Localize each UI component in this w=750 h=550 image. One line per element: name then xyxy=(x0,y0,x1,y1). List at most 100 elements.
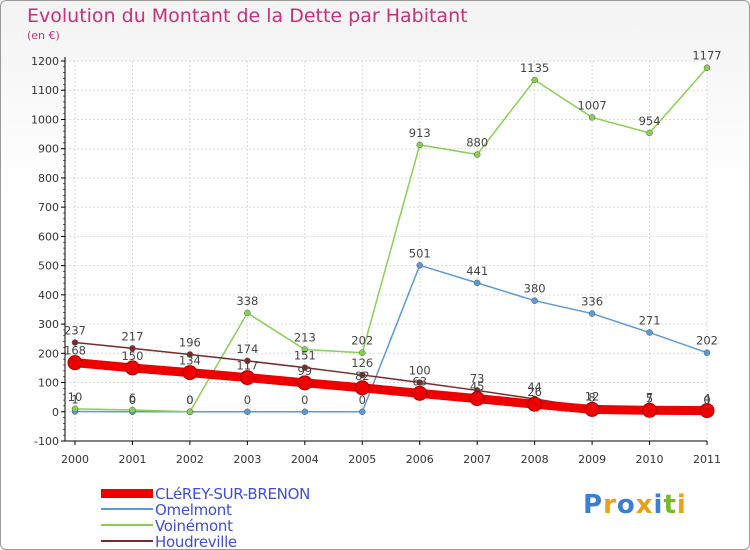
data-point xyxy=(244,408,251,416)
data-point xyxy=(646,329,653,336)
chart-title: Evolution du Montant de la Dette par Hab… xyxy=(27,5,468,27)
data-point xyxy=(301,346,309,353)
data-point xyxy=(129,345,136,352)
data-label: 134 xyxy=(179,354,201,368)
data-label: 0 xyxy=(301,393,308,407)
data-label: 0 xyxy=(703,393,710,407)
data-point xyxy=(186,408,194,416)
data-label: 338 xyxy=(236,294,258,308)
data-label: 217 xyxy=(121,329,143,343)
y-tick-label: 0 xyxy=(52,406,59,419)
data-label: 954 xyxy=(639,114,661,128)
data-label: 380 xyxy=(524,282,546,296)
logo-letter: i xyxy=(676,490,687,520)
data-point xyxy=(124,360,140,376)
series-line-2 xyxy=(74,66,708,413)
data-label: 4 xyxy=(703,392,710,406)
data-label: 0 xyxy=(359,393,366,407)
data-point xyxy=(239,370,255,386)
data-label: 213 xyxy=(294,331,316,345)
legend-label: CLéREY-SUR-BRENON xyxy=(155,485,311,503)
data-label: 150 xyxy=(121,349,143,363)
data-label: 7 xyxy=(646,391,653,405)
data-label: 237 xyxy=(64,323,86,337)
x-tick-label: 2003 xyxy=(233,453,261,466)
series-line-0 xyxy=(70,358,712,416)
logo-letter: i xyxy=(653,490,664,520)
data-label: 151 xyxy=(294,349,316,363)
x-tick-label: 2011 xyxy=(693,453,721,466)
data-label: 501 xyxy=(409,246,431,260)
series-layer xyxy=(67,64,715,419)
data-point xyxy=(531,76,538,84)
data-label: 1135 xyxy=(520,61,549,75)
y-tick-label: 1100 xyxy=(31,84,59,97)
data-label: 174 xyxy=(236,342,258,356)
x-tick-label: 2001 xyxy=(118,453,146,466)
y-tick-label: 700 xyxy=(38,201,59,214)
data-point xyxy=(473,151,481,158)
data-label: 1007 xyxy=(577,98,606,112)
data-label: 26 xyxy=(527,385,542,399)
data-point xyxy=(186,351,194,358)
axes: -100010020030040050060070080090010001100… xyxy=(31,55,721,466)
y-tick-label: 800 xyxy=(38,172,59,185)
data-point xyxy=(359,349,366,356)
data-label: 336 xyxy=(581,295,603,309)
x-tick-label: 2010 xyxy=(636,453,664,466)
data-label: 8 xyxy=(588,390,595,404)
logo-letter: r xyxy=(603,490,617,520)
x-tick-label: 2006 xyxy=(406,453,434,466)
x-tick-label: 2005 xyxy=(348,453,376,466)
data-point xyxy=(473,279,481,287)
data-point xyxy=(416,141,423,149)
y-tick-label: 900 xyxy=(38,143,59,156)
data-label: 168 xyxy=(64,344,86,358)
y-tick-label: 100 xyxy=(38,377,59,390)
y-tick-label: 1000 xyxy=(31,113,59,126)
data-label: 100 xyxy=(409,364,431,378)
y-tick-label: 300 xyxy=(38,318,59,331)
legend-label: Omelmont xyxy=(155,501,232,519)
data-point xyxy=(244,309,251,317)
data-label: 1177 xyxy=(692,49,721,63)
data-label: 82 xyxy=(355,369,370,383)
data-label: 0 xyxy=(129,393,136,407)
data-point xyxy=(531,297,538,304)
data-point xyxy=(359,408,366,416)
data-point xyxy=(527,396,543,412)
legend-label: Houdreville xyxy=(155,533,237,550)
data-point xyxy=(301,408,309,416)
data-label: 99 xyxy=(297,364,312,378)
legend-swatch xyxy=(101,524,153,526)
x-tick-label: 2008 xyxy=(521,453,549,466)
data-point xyxy=(301,364,309,371)
logo-letter: o xyxy=(616,490,636,520)
legend-swatch xyxy=(101,489,153,498)
chart-unit: (en €) xyxy=(27,29,60,42)
data-point xyxy=(703,64,711,71)
logo-letter: t xyxy=(663,490,677,520)
data-point xyxy=(297,375,313,391)
data-label: 5 xyxy=(646,391,653,405)
data-point xyxy=(67,355,83,371)
data-label: 441 xyxy=(466,264,488,278)
data-label: 63 xyxy=(412,374,427,388)
data-point xyxy=(71,339,79,346)
legend-swatch xyxy=(101,540,153,542)
plot-area xyxy=(65,61,707,441)
data-label: 73 xyxy=(470,371,485,385)
data-point xyxy=(588,114,596,121)
data-label: 0 xyxy=(186,393,193,407)
data-point xyxy=(588,310,596,317)
data-point xyxy=(584,401,600,417)
data-point xyxy=(646,129,653,137)
data-label: 12 xyxy=(585,389,600,403)
data-point xyxy=(359,371,366,379)
y-tick-label: 500 xyxy=(38,260,59,273)
logo-letter: P xyxy=(583,490,604,520)
data-labels: 168 150 134 117 99 82 63 45 26 8 5 41 0 0 0 0 0501441380… xyxy=(64,49,722,407)
data-point xyxy=(469,391,485,407)
